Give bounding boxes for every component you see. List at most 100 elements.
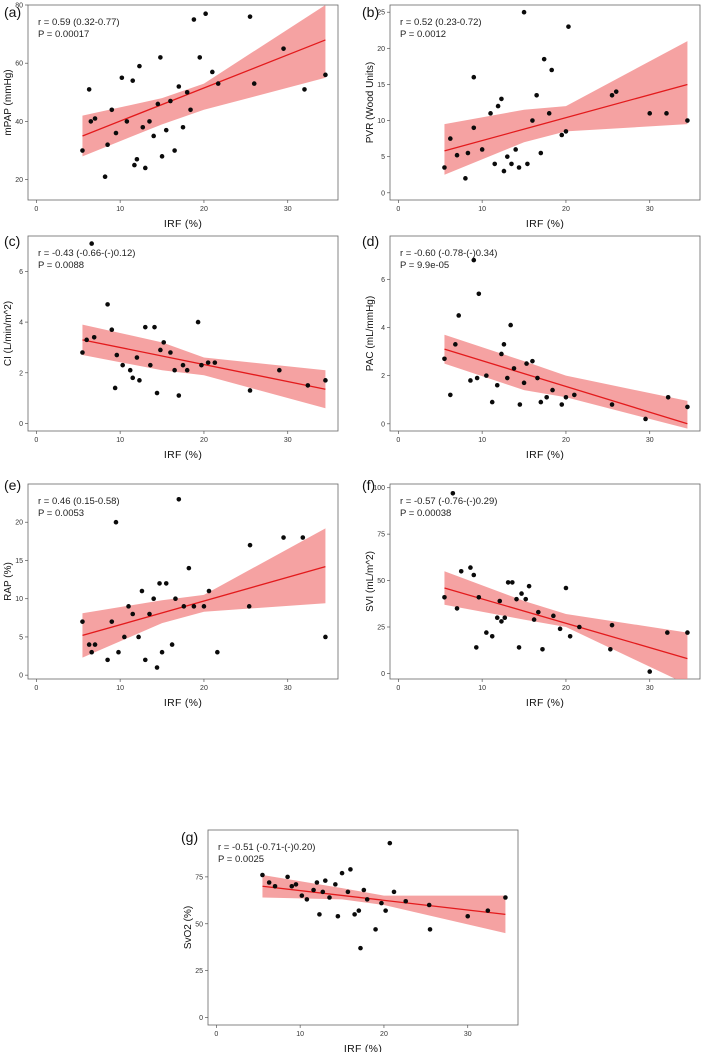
data-point xyxy=(247,388,253,393)
x-tick-label: 30 xyxy=(646,206,654,213)
data-point xyxy=(136,634,141,640)
y-tick-label: 6 xyxy=(381,277,385,284)
data-point xyxy=(89,241,94,246)
y-axis-label: PAC (mL/mmHg) xyxy=(365,296,376,371)
x-tick-label: 10 xyxy=(116,206,124,213)
data-point xyxy=(109,619,115,624)
data-point xyxy=(105,142,110,148)
data-point xyxy=(311,887,316,893)
data-point xyxy=(105,657,110,663)
panel-label-d: (d) xyxy=(362,233,379,249)
data-point xyxy=(442,165,447,170)
y-tick-label: 25 xyxy=(195,968,203,975)
y-tick-label: 10 xyxy=(377,118,385,125)
panel-b: (b) 0 10 20 30 0 5 10 15 20 25 IRF (%) PVR (Wood Uni… xyxy=(362,4,701,230)
data-point xyxy=(647,669,653,674)
data-point xyxy=(484,373,489,378)
x-axis-label: IRF (%) xyxy=(164,449,202,461)
data-point xyxy=(572,392,577,398)
data-point xyxy=(132,162,137,168)
x-tick-label: 20 xyxy=(562,437,570,444)
data-point xyxy=(608,646,613,652)
x-tick-label: 10 xyxy=(116,685,124,692)
stat-correlation: r = 0.59 (0.32-0.77) xyxy=(38,17,120,28)
data-point xyxy=(494,615,500,621)
data-point xyxy=(272,883,278,889)
data-point xyxy=(448,136,453,141)
data-point xyxy=(442,594,447,600)
regression-line xyxy=(444,348,688,425)
y-tick-label: 4 xyxy=(19,320,23,327)
stat-p-value: P = 0.0025 xyxy=(218,854,264,865)
y-tick-label: 0 xyxy=(381,421,385,428)
data-point xyxy=(476,291,482,297)
x-axis-label: IRF (%) xyxy=(164,218,202,230)
data-point xyxy=(124,119,130,124)
panel-d: (d) 0 10 20 30 0 2 4 6 IRF (%) PAC (mL/mmHg) r = -0… xyxy=(362,233,701,461)
x-tick-label: 30 xyxy=(646,437,654,444)
data-point xyxy=(511,366,517,371)
y-tick-label: 2 xyxy=(19,370,23,377)
data-point xyxy=(685,118,690,123)
stat-correlation: r = 0.46 (0.15-0.58) xyxy=(38,496,120,507)
y-tick-label: 6 xyxy=(19,269,23,276)
data-point xyxy=(563,394,569,400)
data-point xyxy=(563,129,569,134)
data-point xyxy=(339,870,345,876)
data-point xyxy=(205,360,211,365)
confidence-band xyxy=(82,324,326,409)
data-point xyxy=(465,150,471,156)
data-point xyxy=(501,168,507,174)
y-tick-label: 0 xyxy=(19,421,23,428)
data-point xyxy=(293,882,299,887)
data-point xyxy=(215,81,221,86)
data-point xyxy=(499,351,504,357)
data-point xyxy=(80,350,85,355)
data-point xyxy=(426,902,432,908)
data-point xyxy=(550,387,555,393)
data-point xyxy=(358,945,363,951)
x-axis-label: IRF (%) xyxy=(164,697,202,709)
stat-correlation: r = -0.57 (-0.76-(-)0.29) xyxy=(400,496,497,507)
data-point xyxy=(551,613,556,619)
data-point xyxy=(152,324,157,330)
regression-line xyxy=(82,565,326,637)
data-point xyxy=(454,152,460,158)
data-point xyxy=(471,125,477,131)
data-point xyxy=(113,519,119,525)
data-point xyxy=(176,393,182,398)
y-tick-label: 75 xyxy=(377,532,385,539)
x-tick-label: 30 xyxy=(284,437,292,444)
y-tick-label: 40 xyxy=(15,119,23,126)
data-point xyxy=(130,78,136,83)
data-point xyxy=(534,92,539,98)
confidence-band xyxy=(262,875,506,934)
panel-label-f: (f) xyxy=(362,477,375,493)
data-point xyxy=(535,609,541,615)
data-point xyxy=(559,402,565,407)
data-point xyxy=(502,615,508,621)
y-tick-label: 0 xyxy=(381,190,385,197)
data-point xyxy=(186,565,192,571)
data-point xyxy=(322,878,328,883)
y-tick-label: 100 xyxy=(373,485,385,492)
data-point xyxy=(210,69,215,75)
stat-p-value: P = 0.00038 xyxy=(400,508,451,519)
x-tick-label: 10 xyxy=(116,437,124,444)
regression-line xyxy=(444,83,688,152)
x-tick-label: 20 xyxy=(380,1031,388,1038)
data-point xyxy=(335,913,341,919)
data-point xyxy=(613,89,619,94)
data-point xyxy=(260,872,265,878)
data-point xyxy=(304,897,310,902)
data-point xyxy=(119,75,125,81)
data-point xyxy=(609,622,615,628)
data-point xyxy=(489,633,495,639)
data-point xyxy=(201,604,207,609)
data-point xyxy=(523,596,529,602)
panel-e: (e) 0 10 20 30 0 5 10 15 20 IRF (%) RAP (%) r = 0.46… xyxy=(3,477,339,709)
data-point xyxy=(442,356,447,362)
data-point xyxy=(105,302,110,307)
data-point xyxy=(215,649,220,655)
